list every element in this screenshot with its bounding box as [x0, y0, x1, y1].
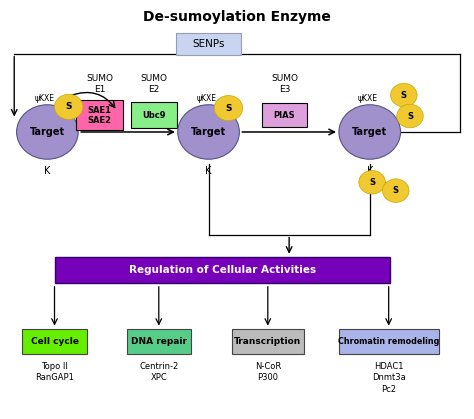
FancyBboxPatch shape — [127, 329, 191, 354]
Text: S: S — [369, 178, 375, 187]
Text: SUMO
E1: SUMO E1 — [86, 74, 113, 93]
Text: Chromatin remodeling: Chromatin remodeling — [338, 337, 439, 346]
Text: S: S — [393, 186, 399, 195]
Text: Regulation of Cellular Activities: Regulation of Cellular Activities — [129, 265, 316, 275]
FancyBboxPatch shape — [22, 329, 87, 354]
Text: Topo II: Topo II — [41, 362, 68, 370]
Text: ψKXE: ψKXE — [357, 94, 377, 103]
FancyBboxPatch shape — [131, 102, 177, 128]
Text: HDAC1: HDAC1 — [374, 362, 403, 370]
Circle shape — [391, 83, 417, 107]
Circle shape — [397, 104, 423, 128]
Text: Target: Target — [191, 127, 226, 137]
Text: Transcription: Transcription — [234, 337, 301, 346]
Text: SUMO
E2: SUMO E2 — [141, 74, 167, 93]
Circle shape — [55, 94, 83, 119]
Text: K: K — [44, 166, 51, 176]
FancyBboxPatch shape — [232, 329, 303, 354]
Text: K: K — [366, 166, 373, 176]
Circle shape — [339, 105, 401, 159]
Text: S: S — [401, 91, 407, 100]
Text: K: K — [205, 166, 212, 176]
Text: N-CoR: N-CoR — [255, 362, 281, 370]
FancyBboxPatch shape — [75, 101, 123, 130]
Text: Ubc9: Ubc9 — [142, 111, 166, 120]
Text: S: S — [65, 102, 72, 111]
Text: RanGAP1: RanGAP1 — [35, 373, 74, 382]
FancyBboxPatch shape — [338, 329, 438, 354]
Text: De-sumoylation Enzyme: De-sumoylation Enzyme — [143, 10, 331, 24]
Circle shape — [178, 105, 239, 159]
Circle shape — [214, 96, 243, 121]
Circle shape — [17, 105, 78, 159]
Text: SUMO
E3: SUMO E3 — [271, 74, 298, 93]
Text: Centrin-2: Centrin-2 — [139, 362, 178, 370]
Text: P300: P300 — [257, 373, 278, 382]
FancyBboxPatch shape — [176, 33, 241, 55]
Text: PIAS: PIAS — [273, 111, 295, 120]
Text: XPC: XPC — [150, 373, 167, 382]
Text: S: S — [225, 103, 232, 113]
Text: Target: Target — [352, 127, 387, 137]
Text: Dnmt3a: Dnmt3a — [372, 373, 406, 382]
FancyBboxPatch shape — [55, 257, 390, 283]
Text: Target: Target — [30, 127, 65, 137]
FancyBboxPatch shape — [262, 103, 307, 127]
Circle shape — [383, 179, 409, 202]
Text: Cell cycle: Cell cycle — [30, 337, 79, 346]
Text: SAE1
SAE2: SAE1 SAE2 — [88, 106, 111, 125]
Circle shape — [359, 171, 385, 194]
Text: ψKXE: ψKXE — [196, 94, 216, 103]
Text: DNA repair: DNA repair — [131, 337, 187, 346]
Text: S: S — [407, 111, 413, 121]
Text: ψKXE: ψKXE — [35, 94, 55, 103]
Text: SENPs: SENPs — [192, 39, 225, 49]
Text: Pc2: Pc2 — [381, 385, 396, 394]
